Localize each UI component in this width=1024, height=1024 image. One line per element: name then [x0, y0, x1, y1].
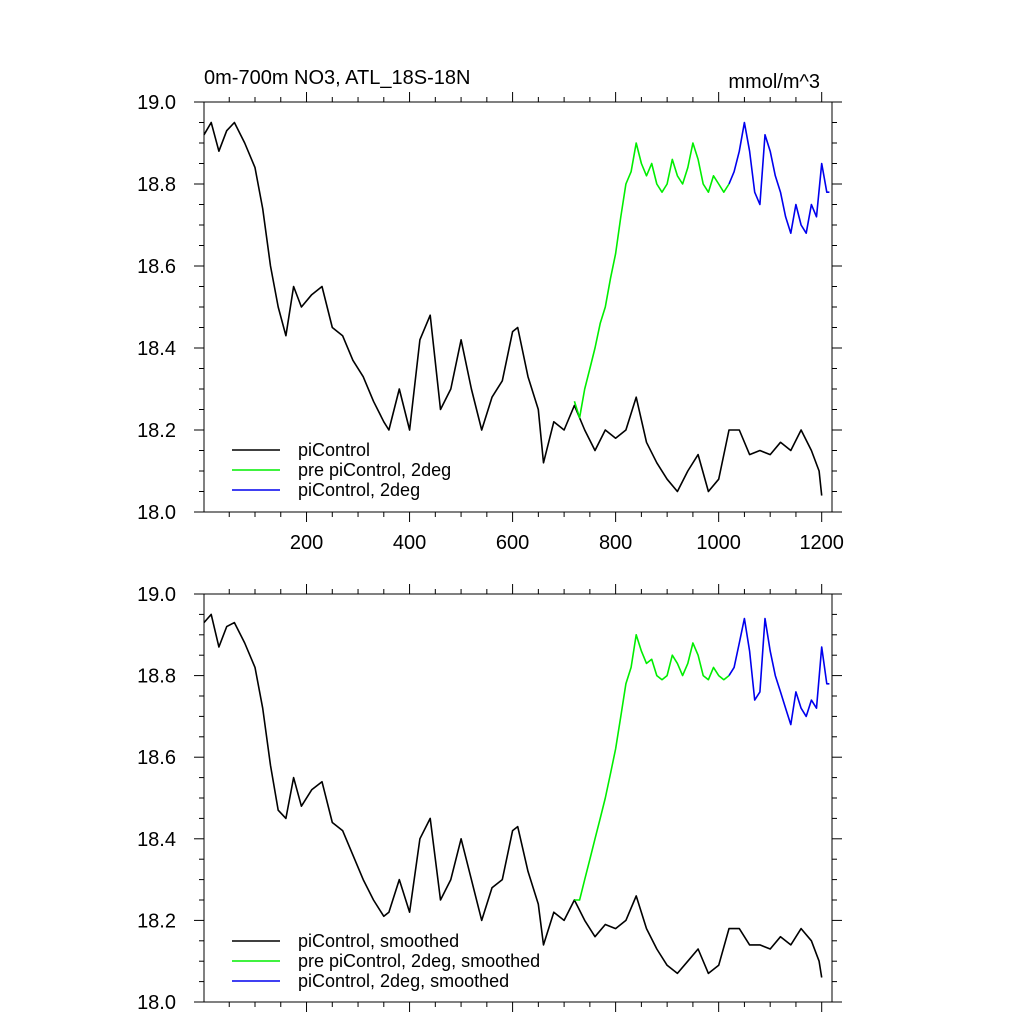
y-tick-label: 18.0: [137, 502, 176, 524]
legend-label: piControl, 2deg, smoothed: [298, 971, 509, 991]
top-panel: 200 400 600 800 1000 1200 18.0 18.2 18.4 18.6 18.8…: [137, 92, 844, 554]
legend-label: pre piControl, 2deg: [298, 460, 451, 480]
chart-units: mmol/m^3: [728, 71, 820, 93]
y-tick-label: 19.0: [137, 92, 176, 114]
legend-label: piControl, 2deg: [298, 480, 420, 500]
x-tick-label: 800: [599, 532, 632, 554]
y-tick-label: 18.2: [137, 910, 176, 932]
y-tick-label: 18.4: [137, 338, 176, 360]
series-line: [573, 142, 730, 419]
x-tick-label: 400: [393, 532, 426, 554]
series-line: [728, 617, 830, 726]
legend-label: pre piControl, 2deg, smoothed: [298, 951, 540, 971]
legend-label: piControl, smoothed: [298, 931, 459, 951]
y-tick-label: 18.8: [137, 666, 176, 688]
series-line: [203, 121, 823, 496]
y-tick-label: 18.8: [137, 174, 176, 196]
x-tick-label: 1200: [799, 532, 844, 554]
legend-label: piControl: [298, 440, 370, 460]
y-tick-label: 18.6: [137, 747, 176, 769]
bottom-panel: 18.0 18.2 18.4 18.6 18.8 19.0 piControl, smoot…: [137, 584, 842, 1014]
series-line: [203, 613, 823, 978]
x-tick-label: 200: [290, 532, 323, 554]
chart-title: 0m-700m NO3, ATL_18S-18N: [204, 67, 470, 89]
x-tick-label: 1000: [696, 532, 741, 554]
y-tick-label: 18.2: [137, 420, 176, 442]
series-line: [574, 633, 730, 901]
y-tick-label: 18.6: [137, 256, 176, 278]
series-line: [728, 121, 830, 234]
y-tick-label: 18.0: [137, 992, 176, 1014]
y-tick-label: 18.4: [137, 829, 176, 851]
y-tick-label: 19.0: [137, 584, 176, 606]
x-tick-label: 600: [496, 532, 529, 554]
